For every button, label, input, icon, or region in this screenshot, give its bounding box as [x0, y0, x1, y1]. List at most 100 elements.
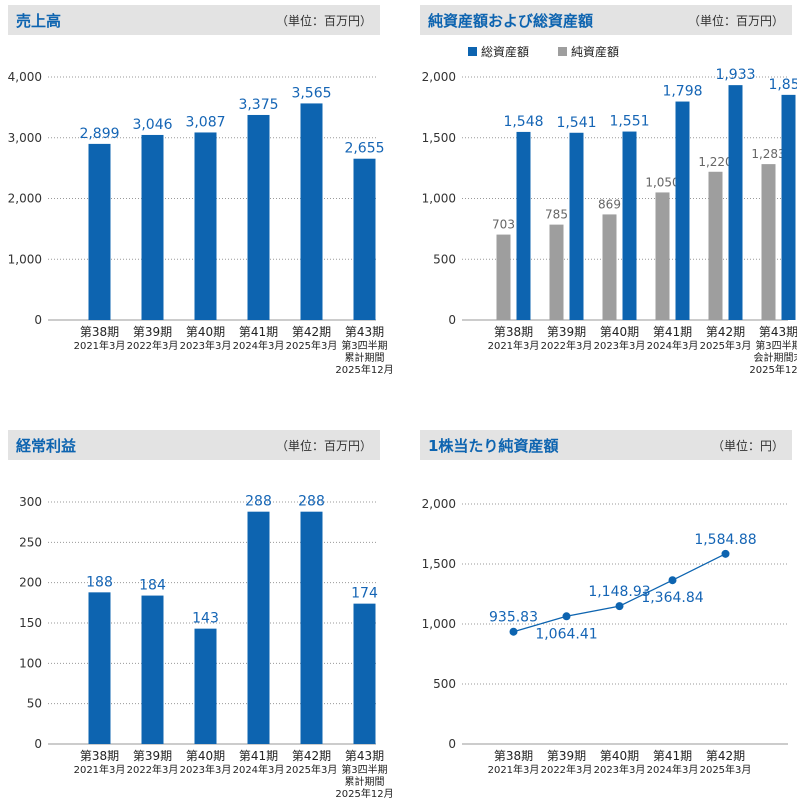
total-assets-bar: [728, 85, 743, 320]
net-assets-bar: [655, 192, 670, 320]
bar-value-label: 174: [351, 586, 378, 602]
bar-value-label: 1,551: [609, 114, 649, 130]
x-category-label: 第43期: [345, 325, 384, 339]
bar-value-label: 2,899: [79, 126, 119, 142]
bar-value-label: 1,283: [751, 147, 785, 161]
bar-value-label: 288: [245, 494, 272, 510]
bar-value-label: 869: [598, 197, 621, 211]
data-point: [509, 627, 518, 636]
net-assets-bar: [602, 214, 617, 320]
y-tick-label: 1,500: [422, 131, 456, 145]
bar-value-label: 3,375: [238, 97, 278, 113]
bar-value-label: 184: [139, 578, 166, 594]
panel-bps: 1株当たり純資産額 （単位：円） 0 500 1,000 1,500 2,000 935.…: [420, 430, 792, 810]
total-assets-bar: [622, 131, 637, 320]
x-category-label: 第43期: [345, 749, 384, 763]
assets-bar-chart: 0 500 1,000 1,500 2,000 703 785 869 1,050 1,220 1,…: [422, 44, 797, 376]
y-tick-label: 2,000: [422, 497, 456, 511]
y-tick-label: 3,000: [8, 131, 42, 145]
data-point: [562, 612, 571, 621]
y-tick-label: 250: [19, 535, 42, 549]
y-tick-label: 300: [19, 495, 42, 509]
bar: [353, 603, 376, 744]
y-tick-label: 200: [19, 576, 42, 590]
panel-header: 売上高 （単位：百万円）: [8, 5, 380, 35]
x-category-label: 第40期: [186, 749, 225, 763]
x-category-sublabel: 2025年3月: [700, 339, 752, 352]
x-category-sublabel: 2025年3月: [700, 763, 752, 776]
bar-value-label: 703: [492, 218, 515, 232]
x-category-sublabel: 2021年3月: [74, 339, 126, 352]
unit-label: （単位：百万円）: [275, 14, 372, 28]
x-category-label: 第38期: [494, 749, 533, 763]
y-tick-label: 500: [433, 677, 456, 691]
bar: [353, 158, 376, 320]
panel-header: 1株当たり純資産額 （単位：円）: [420, 430, 792, 460]
point-value-label: 1,064.41: [535, 626, 597, 642]
x-category-label: 第38期: [80, 749, 119, 763]
x-category-sublabel: 2025年12月: [335, 787, 393, 800]
bar-value-label: 188: [86, 574, 113, 590]
unit-label: （単位：円）: [711, 439, 784, 453]
x-category-sublabel: 2025年12月: [335, 363, 393, 376]
total-assets-bar: [569, 132, 584, 320]
x-category-label: 第39期: [547, 749, 586, 763]
point-value-label: 1,148.93: [588, 584, 650, 600]
total-assets-bar: [781, 94, 796, 320]
point-value-label: 1,364.84: [641, 590, 703, 606]
x-category-label: 第39期: [133, 325, 172, 339]
x-category-sublabel: 第3四半期: [341, 339, 387, 352]
point-value-label: 1,584.88: [694, 532, 756, 548]
bar-value-label: 1,220: [698, 155, 732, 169]
bar: [247, 511, 270, 744]
x-category-label: 第42期: [706, 325, 745, 339]
panel-title: 純資産額および総資産額: [428, 12, 594, 30]
bar-value-label: 143: [192, 611, 219, 627]
point-value-label: 935.83: [489, 610, 538, 626]
x-category-label: 第38期: [80, 325, 119, 339]
x-category-sublabel: 2025年3月: [286, 763, 338, 776]
y-tick-label: 2,000: [8, 192, 42, 206]
x-category-sublabel: 2024年3月: [233, 763, 285, 776]
sales-bar-chart: 0 1,000 2,000 3,000 4,000 2,899 3,046 3,087 3,37…: [8, 70, 394, 376]
x-category-sublabel: 2023年3月: [180, 763, 232, 776]
x-category-sublabel: 2024年3月: [233, 339, 285, 352]
x-category-label: 第41期: [653, 749, 692, 763]
x-category-sublabel: 2021年3月: [488, 339, 540, 352]
bar-value-label: 3,565: [291, 85, 331, 101]
unit-label: （単位：百万円）: [275, 439, 372, 453]
bar: [300, 103, 323, 321]
bar-value-label: 1,541: [556, 115, 596, 131]
y-tick-label: 1,500: [422, 557, 456, 571]
x-category-sublabel: 2023年3月: [594, 339, 646, 352]
x-category-sublabel: 会計期間末: [754, 351, 797, 364]
y-tick-label: 0: [34, 737, 42, 751]
x-category-label: 第43期: [759, 325, 797, 339]
x-category-sublabel: 2021年3月: [488, 763, 540, 776]
y-tick-label: 150: [19, 616, 42, 630]
bar: [88, 143, 111, 320]
bar: [141, 595, 164, 744]
y-tick-label: 500: [433, 252, 456, 266]
y-tick-label: 1,000: [422, 617, 456, 631]
bar-value-label: 2,655: [344, 141, 384, 157]
bps-line-chart: 0 500 1,000 1,500 2,000 935.831,064.41 1,148.9…: [422, 497, 788, 776]
bar: [141, 134, 164, 320]
x-category-label: 第38期: [494, 325, 533, 339]
legend-label: 総資産額: [481, 44, 529, 59]
x-category-label: 第42期: [292, 749, 331, 763]
net-assets-bar: [496, 234, 511, 320]
x-category-label: 第39期: [547, 325, 586, 339]
y-tick-label: 0: [448, 313, 456, 327]
x-category-label: 第39期: [133, 749, 172, 763]
y-tick-label: 50: [27, 697, 42, 711]
bar: [194, 628, 217, 744]
x-category-label: 第41期: [239, 749, 278, 763]
bar-value-label: 785: [545, 208, 568, 222]
bar-value-label: 1,050: [645, 175, 679, 189]
x-category-sublabel: 2021年3月: [74, 763, 126, 776]
panel-header: 経常利益 （単位：百万円）: [8, 430, 380, 460]
total-assets-bar: [516, 131, 531, 320]
total-assets-bar: [675, 101, 690, 320]
panel-assets: 純資産額および総資産額 （単位：百万円） 0 500 1,000 1,500 2,000…: [420, 5, 797, 395]
